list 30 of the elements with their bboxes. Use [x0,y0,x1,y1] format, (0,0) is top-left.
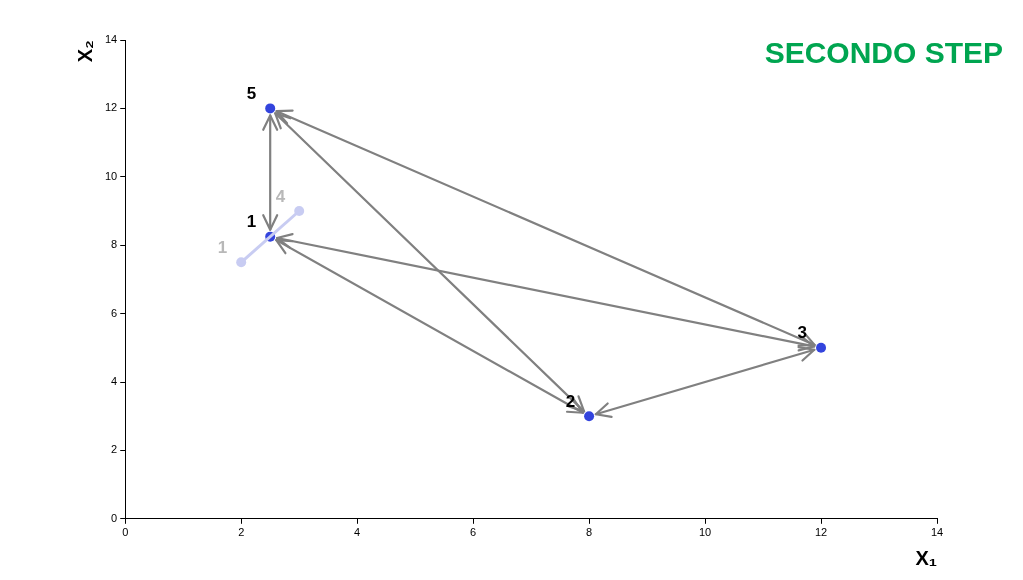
x-tick-label: 12 [814,526,828,539]
x-tick-label: 14 [930,526,944,539]
annotation: 3 [797,323,808,343]
y-tick-label: 2 [111,443,118,456]
point [265,103,276,114]
y-tick-label: 6 [111,306,118,319]
annotation: 4 [275,186,286,206]
x-axis-title: X₁ [915,546,937,569]
point [294,206,305,216]
x-tick-label: 10 [698,526,712,539]
x-tick-label: 0 [122,526,129,539]
point [584,411,595,422]
x-tick-label: 6 [470,526,477,539]
x-tick-label: 8 [586,526,593,539]
annotation: 2 [565,391,576,411]
y-tick-label: 0 [111,511,118,524]
y-tick-label: 8 [111,238,118,251]
annotation: 5 [246,84,257,104]
point [236,257,247,268]
y-tick-label: 4 [111,375,118,388]
chart-title: SECONDO STEP [764,36,1003,70]
annotation: 1 [246,212,257,232]
x-tick-label: 4 [354,526,361,539]
point [816,342,827,353]
y-tick-label: 12 [104,101,118,114]
y-axis-title: X₂ [73,40,96,63]
y-tick-label: 14 [104,33,118,46]
x-tick-label: 2 [238,526,245,539]
annotation: 1 [217,237,228,257]
y-tick-label: 10 [104,169,118,182]
